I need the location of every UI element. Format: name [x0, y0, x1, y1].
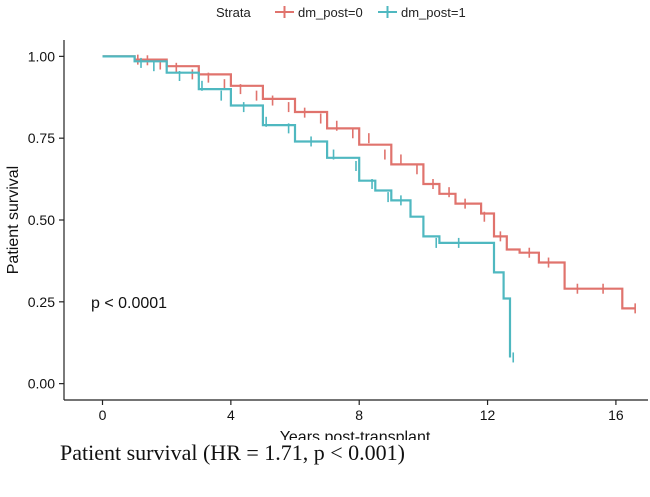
x-ticks: 0 4 8 12 16 [99, 400, 624, 423]
y-ticks: 0.00 0.25 0.50 0.75 1.00 [28, 48, 64, 392]
y-tick-label: 0.25 [28, 294, 55, 310]
y-axis-title: Patient survival [5, 166, 22, 275]
y-tick-label: 0.50 [28, 212, 55, 228]
x-tick-label: 8 [355, 407, 363, 423]
series-line-dm-post-0 [102, 55, 636, 310]
legend-title: Strata [216, 5, 251, 20]
y-tick-label: 0.75 [28, 130, 55, 146]
km-chart: Strata dm_post=0 dm_post=1 0.000.250.500… [5, 5, 648, 440]
p-value-annotation: p < 0.0001 [91, 295, 167, 312]
x-tick-label: 4 [227, 407, 235, 423]
y-tick-label: 1.00 [28, 48, 55, 64]
legend-label-dm-post-1: dm_post=1 [401, 5, 466, 20]
legend: Strata dm_post=0 dm_post=1 [216, 5, 466, 20]
x-axis-title: Years post-transplant [280, 429, 431, 440]
x-tick-label: 12 [480, 407, 496, 423]
series-line-dm-post-1 [102, 55, 512, 358]
figure-caption: Patient survival (HR = 1.71, p < 0.001) [60, 440, 406, 465]
series-layer [102, 54, 636, 363]
legend-label-dm-post-0: dm_post=0 [298, 5, 363, 20]
x-tick-label: 0 [99, 407, 107, 423]
x-tick-label: 16 [608, 407, 624, 423]
y-tick-label: 0.00 [28, 376, 55, 392]
